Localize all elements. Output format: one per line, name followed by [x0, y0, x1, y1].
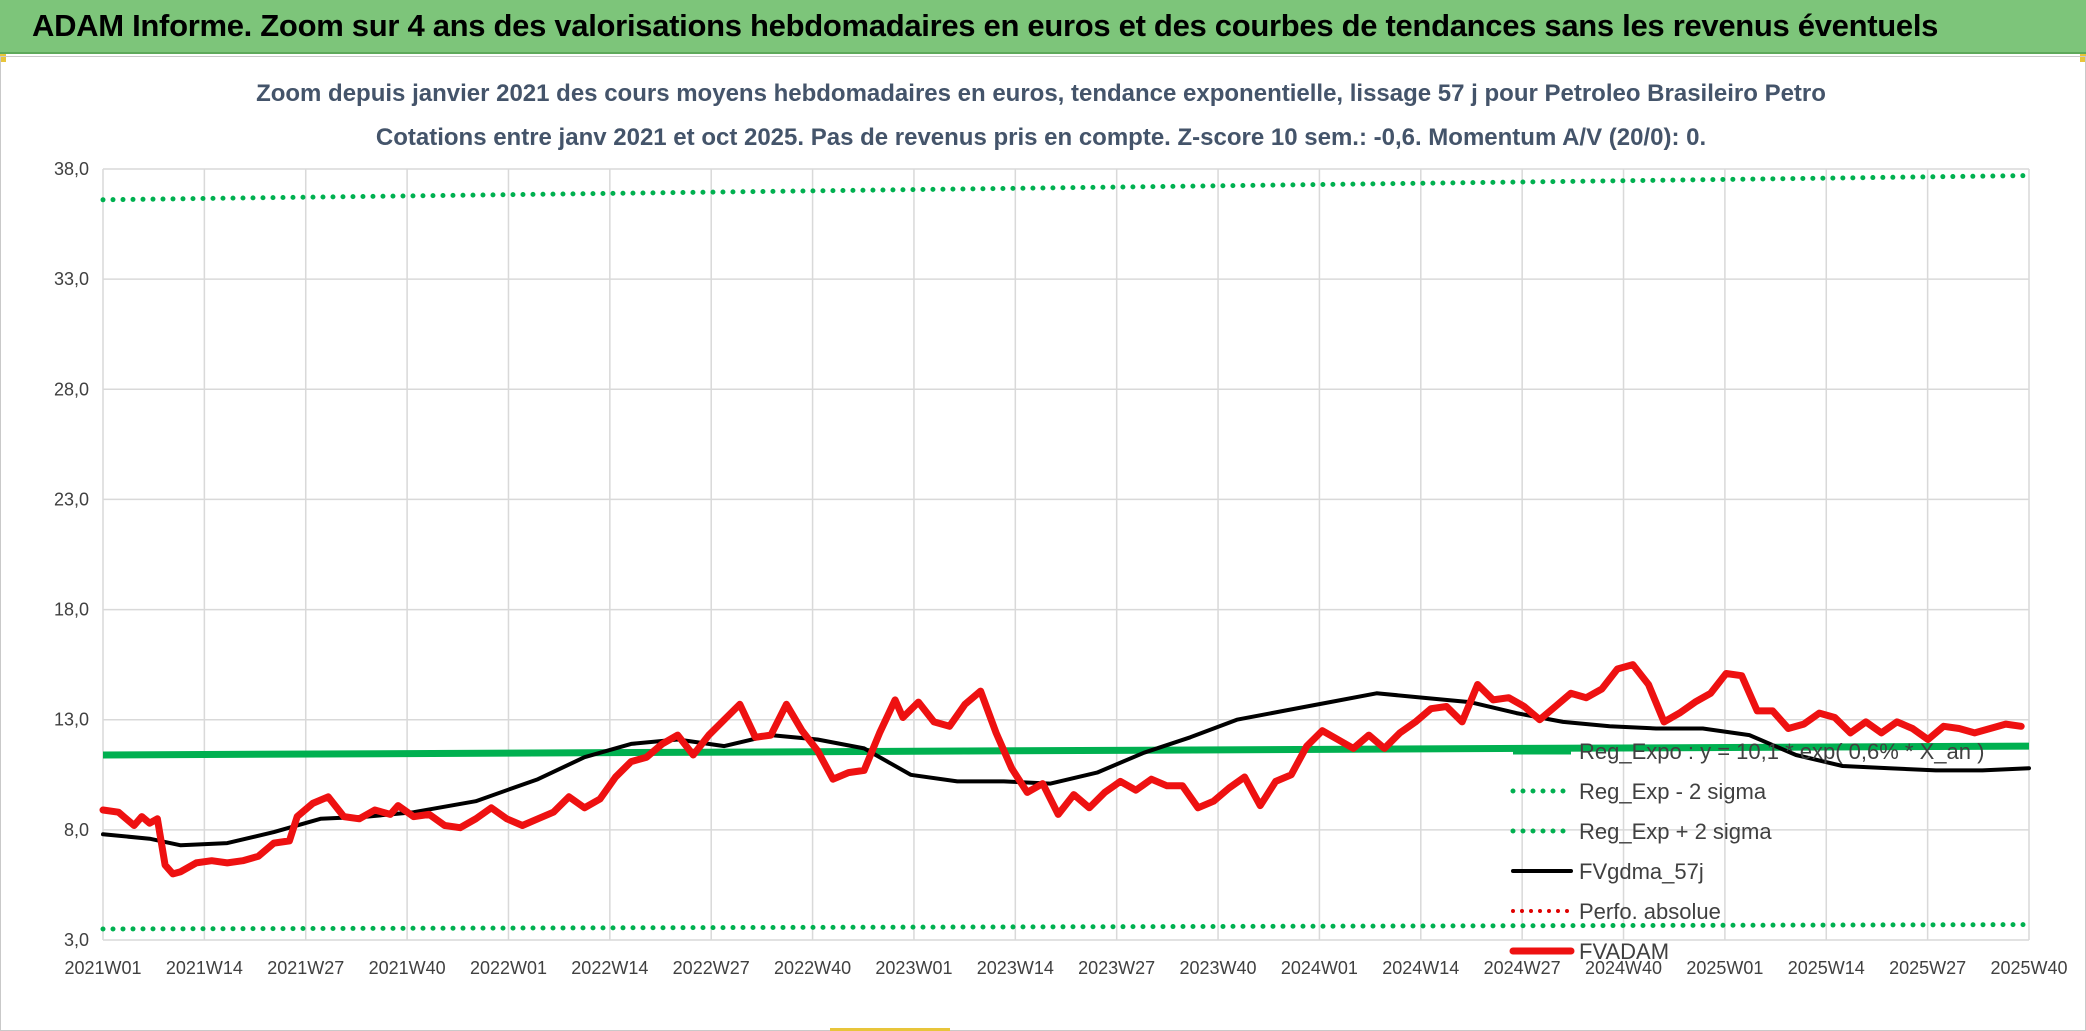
legend: Reg_Expo : y = 10,1 * exp( 0,6% * X_an )… [1509, 739, 1984, 964]
x-tick-label: 2024W14 [1382, 958, 1459, 978]
x-tick-label: 2025W27 [1889, 958, 1966, 978]
x-axis-ticks: 2021W01 2021W14 2021W27 2021W40 2022W01 2022W… [64, 958, 2067, 978]
banner-title: ADAM Informe. Zoom sur 4 ans des valoris… [32, 8, 1939, 43]
x-tick-label: 2023W40 [1180, 958, 1257, 978]
x-tick-label: 2024W40 [1585, 958, 1662, 978]
x-tick-label: 2021W01 [64, 958, 141, 978]
corner-accent-right [2080, 54, 2086, 62]
y-tick-label: 38,0 [54, 159, 89, 179]
x-tick-label: 2023W27 [1078, 958, 1155, 978]
y-tick-label: 33,0 [54, 269, 89, 289]
y-tick-label: 28,0 [54, 379, 89, 399]
bottom-accent [830, 1028, 950, 1031]
x-tick-label: 2023W14 [977, 958, 1054, 978]
x-tick-label: 2024W27 [1484, 958, 1561, 978]
chart-subtitle: Cotations entre janv 2021 et oct 2025. P… [376, 124, 1706, 151]
banner: ADAM Informe. Zoom sur 4 ans des valoris… [0, 0, 2086, 54]
legend-label: FVADAM [1579, 939, 1669, 964]
x-tick-label: 2023W01 [875, 958, 952, 978]
y-axis-ticks: 3,0 8,0 13,0 18,0 23,0 28,0 33,0 38,0 [54, 159, 89, 950]
series-line-1 [100, 922, 2032, 932]
x-tick-label: 2022W01 [470, 958, 547, 978]
legend-label: Perfo. absolue [1579, 899, 1721, 924]
x-tick-label: 2025W01 [1686, 958, 1763, 978]
x-tick-label: 2022W40 [774, 958, 851, 978]
x-tick-label: 2022W27 [673, 958, 750, 978]
chart-frame: Zoom depuis janvier 2021 des cours moyen… [0, 56, 2086, 1031]
y-tick-label: 8,0 [64, 820, 89, 840]
x-tick-label: 2024W01 [1281, 958, 1358, 978]
series-line-2 [100, 173, 2032, 203]
series-line-5 [99, 661, 2025, 878]
legend-label: FVgdma_57j [1579, 859, 1704, 884]
legend-label: Reg_Exp - 2 sigma [1579, 779, 1767, 804]
y-tick-label: 3,0 [64, 930, 89, 950]
y-tick-label: 23,0 [54, 489, 89, 509]
y-tick-label: 13,0 [54, 710, 89, 730]
x-tick-label: 2021W14 [166, 958, 243, 978]
series-line-0 [102, 742, 2030, 759]
y-tick-label: 18,0 [54, 600, 89, 620]
x-tick-label: 2025W40 [1990, 958, 2067, 978]
series-lines [99, 173, 2032, 932]
corner-accent-left [0, 54, 6, 62]
chart: Zoom depuis janvier 2021 des cours moyen… [54, 80, 2068, 978]
x-tick-label: 2025W14 [1788, 958, 1865, 978]
x-tick-label: 2022W14 [571, 958, 648, 978]
chart-title: Zoom depuis janvier 2021 des cours moyen… [256, 80, 1826, 107]
x-tick-label: 2021W40 [369, 958, 446, 978]
legend-label: Reg_Expo : y = 10,1 * exp( 0,6% * X_an ) [1579, 739, 1984, 764]
x-tick-label: 2021W27 [267, 958, 344, 978]
legend-label: Reg_Exp + 2 sigma [1579, 819, 1772, 844]
